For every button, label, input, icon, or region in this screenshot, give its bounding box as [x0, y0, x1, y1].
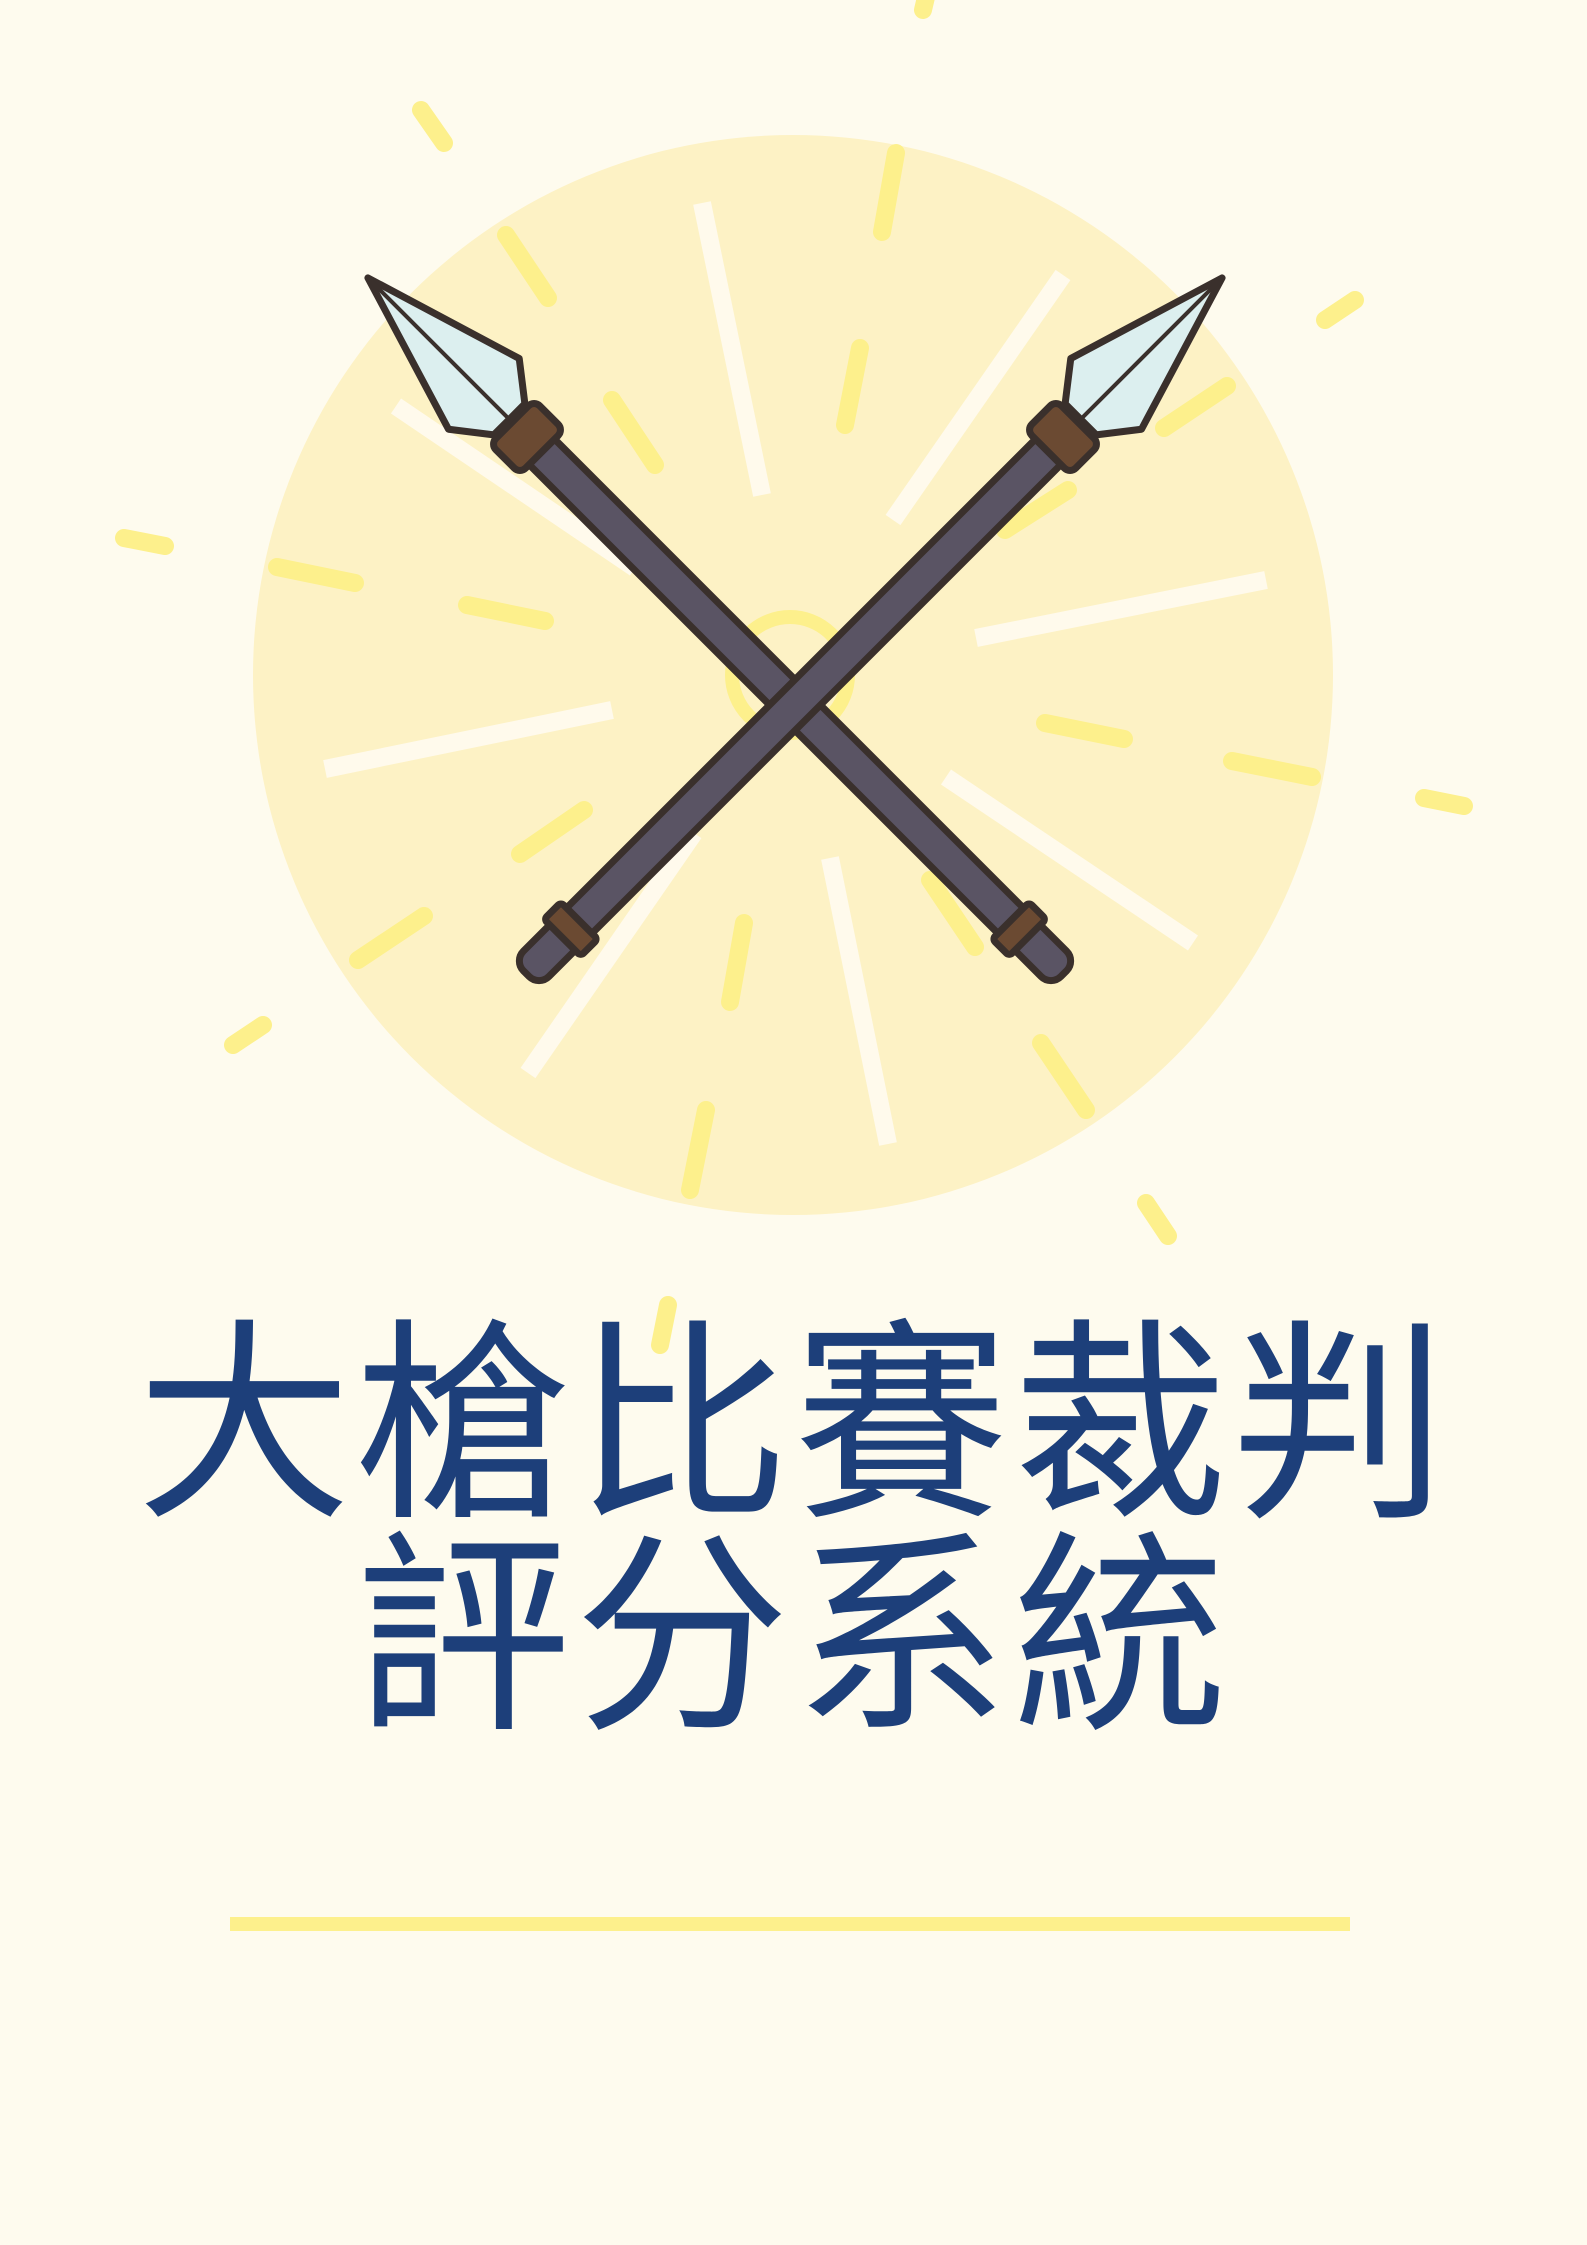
crossed-spears-icon	[364, 274, 1226, 985]
divider-line	[230, 1917, 1350, 1931]
poster-title-line-1: 大槍比賽裁判	[136, 1300, 1451, 1551]
spear-right	[515, 274, 1226, 985]
crossed-spears-illustration	[115, 0, 1473, 1354]
sunburst-icon	[115, 0, 1473, 1354]
poster-title-line-2: 評分系統	[355, 1512, 1232, 1763]
